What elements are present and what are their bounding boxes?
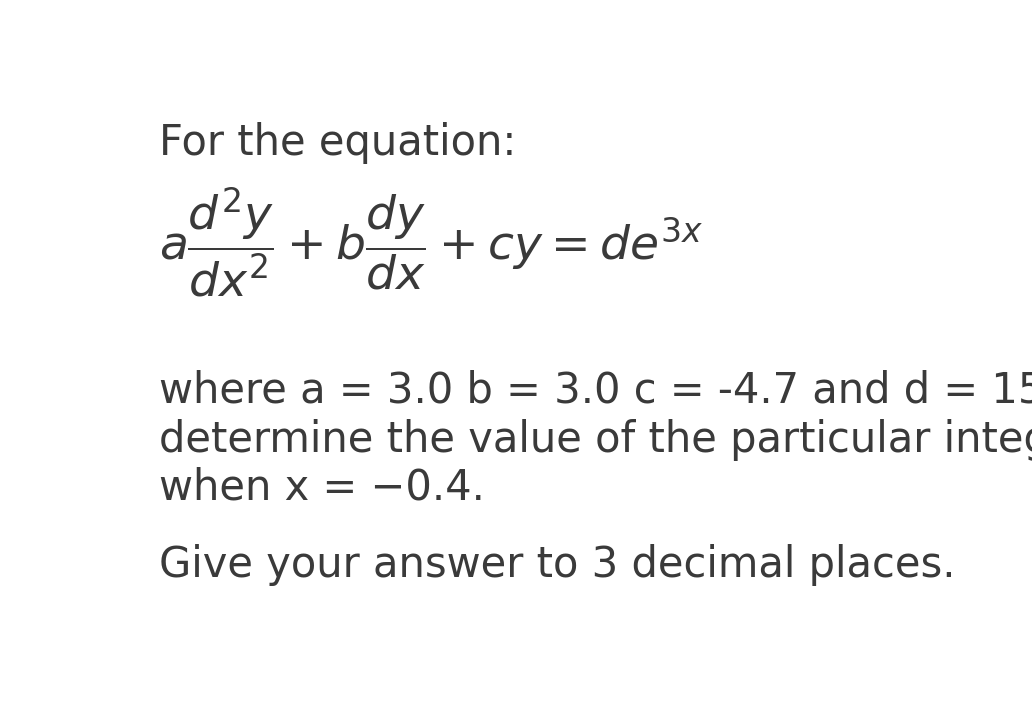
Text: when x = −0.4.: when x = −0.4. [159, 466, 485, 508]
Text: determine the value of the particular integral: determine the value of the particular in… [159, 419, 1032, 461]
Text: $a\dfrac{d^{2}y}{dx^{2}} + b\dfrac{dy}{dx} + cy = de^{3x}$: $a\dfrac{d^{2}y}{dx^{2}} + b\dfrac{dy}{d… [159, 185, 704, 299]
Text: For the equation:: For the equation: [159, 122, 517, 164]
Text: where a = 3.0 b = 3.0 c = -4.7 and d = 15.5: where a = 3.0 b = 3.0 c = -4.7 and d = 1… [159, 369, 1032, 411]
Text: Give your answer to 3 decimal places.: Give your answer to 3 decimal places. [159, 544, 956, 586]
